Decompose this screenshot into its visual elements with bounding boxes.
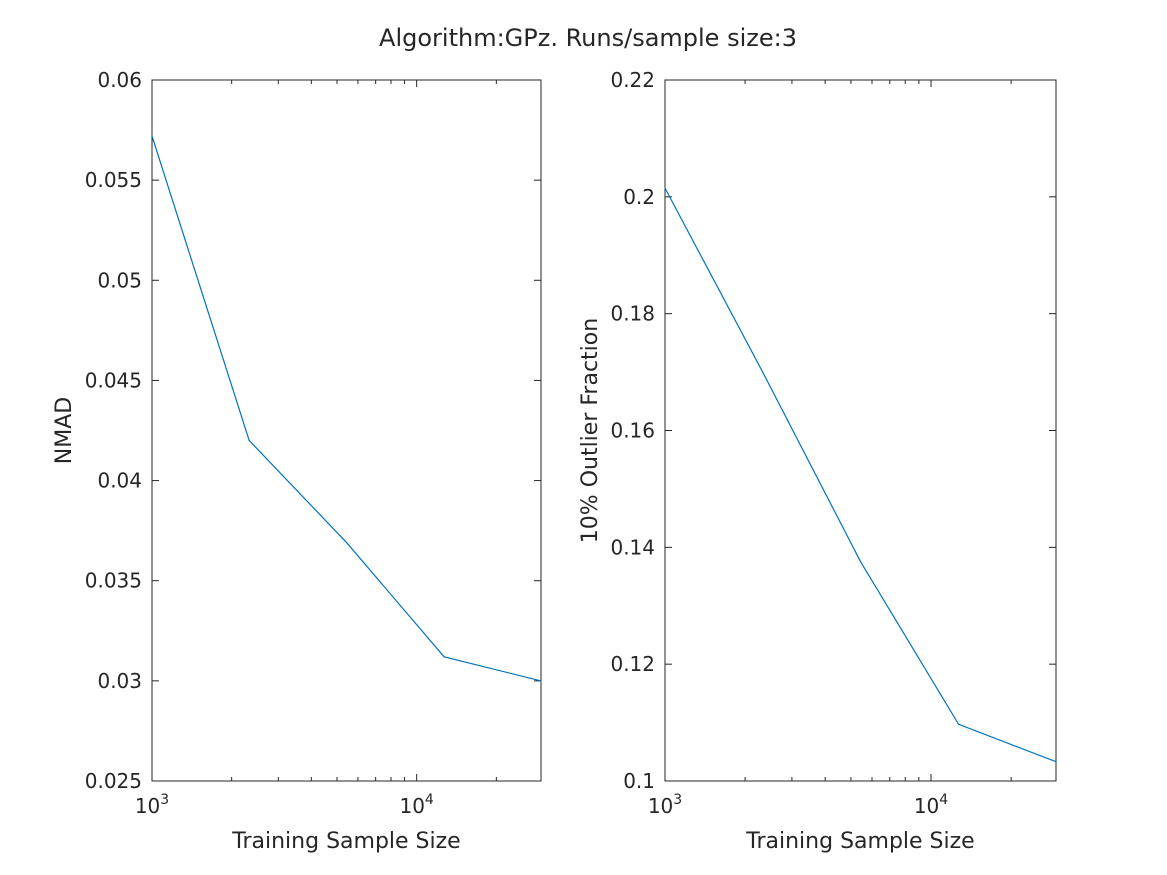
outlier-ytick-label: 0.2 [623, 185, 655, 209]
nmad-ytick-label: 0.055 [85, 168, 142, 192]
nmad-xtick-label-exponent: 4 [425, 792, 434, 808]
outlier-ytick-label: 0.16 [610, 419, 655, 443]
nmad-ytick-label: 0.05 [97, 268, 142, 292]
nmad-ytick-label: 0.03 [97, 669, 142, 693]
outlier-data-point [1055, 761, 1057, 763]
nmad-y-axis-label: NMAD [52, 397, 77, 464]
nmad-data-point [346, 542, 348, 544]
outlier-data-point [958, 723, 960, 725]
outlier-ytick-label: 0.1 [623, 769, 655, 793]
nmad-x-axis-label: Training Sample Size [231, 829, 460, 854]
nmad-xtick-label: 104 [399, 792, 433, 818]
nmad-axes-box [151, 79, 542, 782]
outlier-xtick-label-base: 10 [914, 794, 939, 818]
nmad-data-point [248, 439, 250, 442]
outlier-data-point [860, 561, 862, 563]
nmad-data-point [443, 656, 445, 658]
outlier-xtick-label-exponent: 3 [673, 792, 682, 808]
outlier-xtick-label-base: 10 [648, 794, 673, 818]
outlier-ytick-label: 0.18 [610, 302, 655, 326]
nmad-data-point [540, 680, 542, 682]
nmad-ytick-label: 0.04 [97, 469, 142, 493]
outlier-xtick-label-exponent: 4 [939, 792, 948, 808]
nmad-xtick-label: 103 [135, 792, 169, 818]
outlier-xtick-label: 104 [914, 792, 948, 818]
outlier-y-axis-label: 10% Outlier Fraction [578, 318, 603, 543]
outlier-ytick-label: 0.12 [610, 652, 655, 676]
outlier-ytick-label: 0.14 [610, 535, 655, 559]
nmad-xtick-label-base: 10 [135, 794, 160, 818]
outlier-data-point [664, 187, 666, 189]
nmad-ytick-label: 0.045 [85, 368, 142, 392]
nmad-xtick-label-exponent: 3 [160, 792, 169, 808]
nmad-ytick-label: 0.06 [97, 68, 142, 92]
nmad-data-point [151, 135, 153, 137]
outlier-ytick-label: 0.22 [610, 68, 655, 92]
outlier-data-point [762, 371, 764, 373]
nmad-ytick-label: 0.035 [85, 569, 142, 593]
figure-title: Algorithm:GPz. Runs/sample size:3 [379, 24, 797, 52]
outlier-xtick-label: 103 [648, 792, 682, 818]
nmad-xtick-label-base: 10 [399, 794, 424, 818]
nmad-ytick-label: 0.025 [85, 769, 142, 793]
outlier-x-axis-label: Training Sample Size [745, 829, 974, 854]
